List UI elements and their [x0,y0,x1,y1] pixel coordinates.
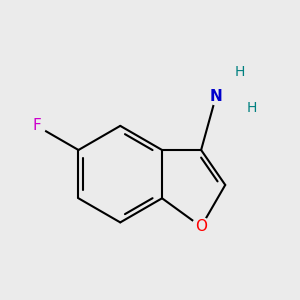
Text: H: H [235,65,245,79]
Text: H: H [247,101,257,115]
Circle shape [207,87,225,105]
Text: N: N [210,88,222,104]
Circle shape [192,218,210,236]
Text: O: O [195,219,207,234]
Text: F: F [32,118,41,134]
Circle shape [28,117,46,135]
